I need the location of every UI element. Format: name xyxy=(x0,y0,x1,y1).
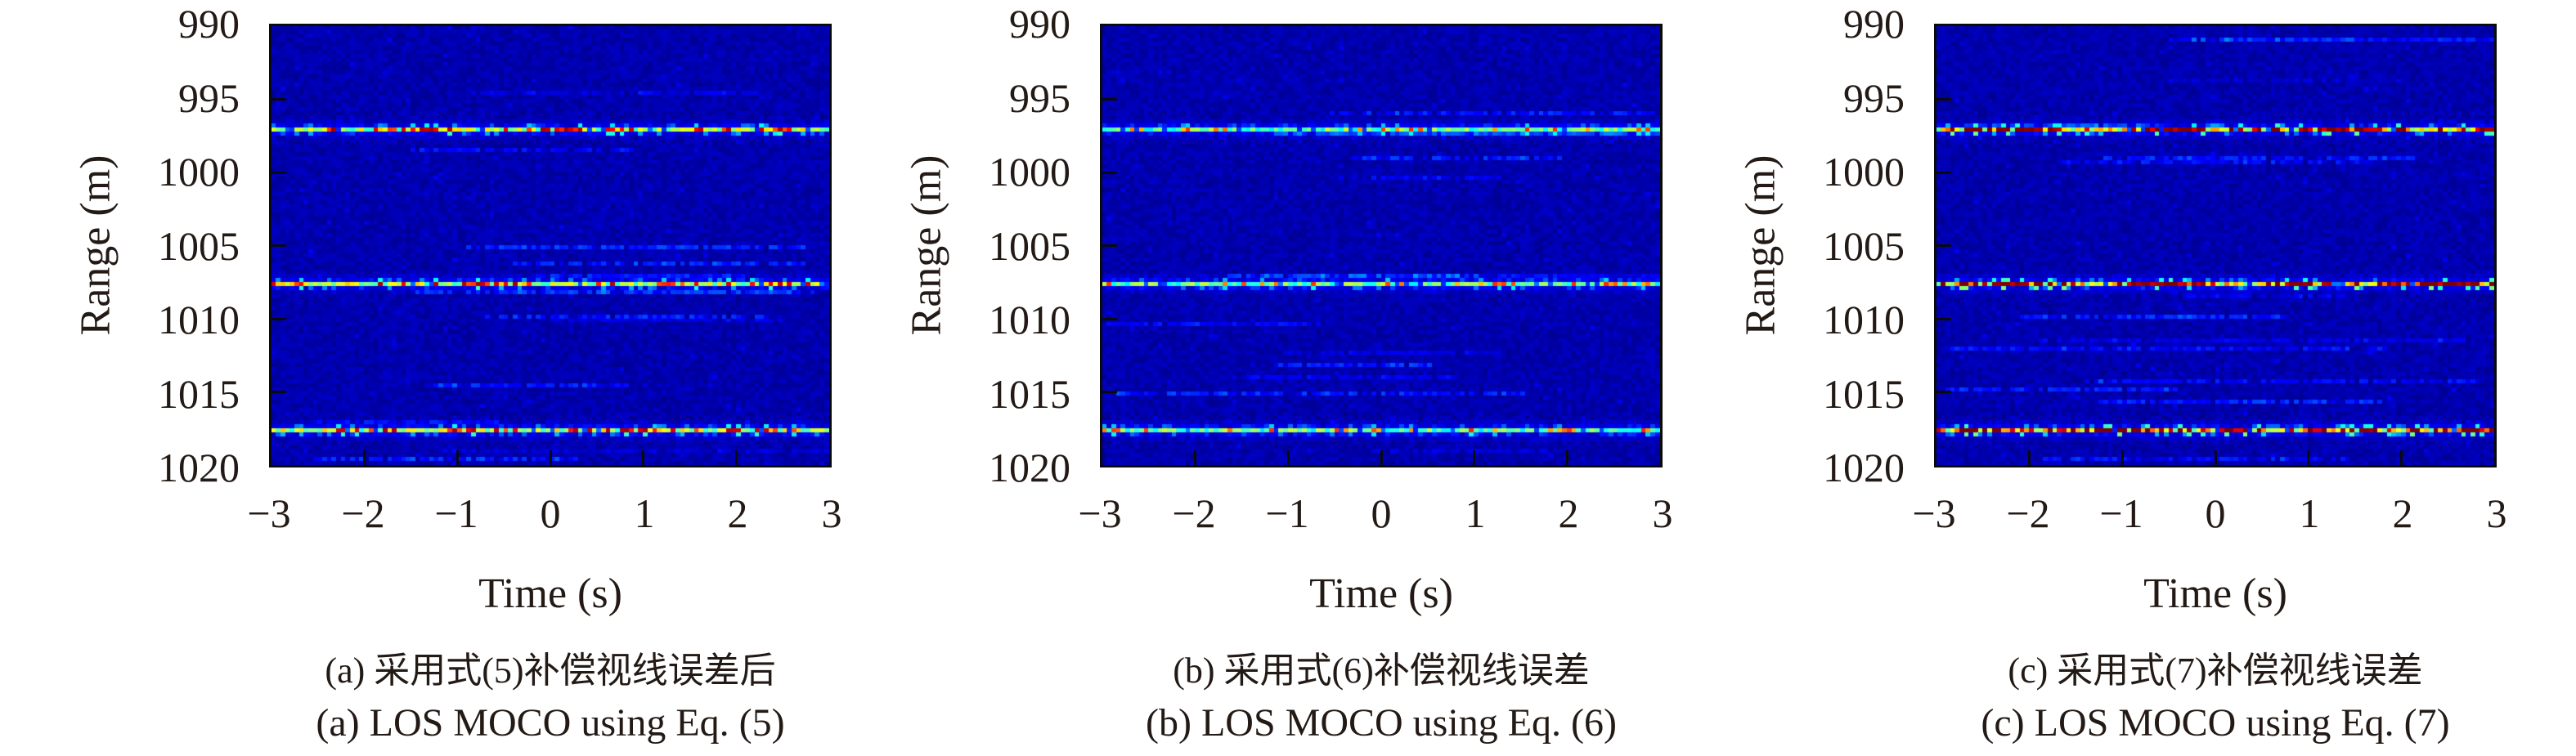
y-tick-label: 1010 xyxy=(989,297,1070,342)
y-tick-label: 1015 xyxy=(158,371,240,417)
x-axis-tickmark xyxy=(2028,450,2031,465)
heatmap-canvas-b xyxy=(1102,26,1660,465)
y-tick-label: 995 xyxy=(1009,75,1070,121)
y-axis-tickmark xyxy=(272,391,286,393)
x-axis-tickmark xyxy=(363,450,366,465)
y-tick-label: 995 xyxy=(1843,75,1905,121)
heatmap-canvas-c xyxy=(1936,26,2494,465)
x-tick-label: −2 xyxy=(341,490,385,536)
x-tick-label: 1 xyxy=(2299,490,2320,536)
y-axis-tickmark xyxy=(1936,317,1951,320)
y-axis-tickmark xyxy=(1102,171,1117,174)
subplot-a: Range (m) 990 995 1000 1005 1010 1015 10… xyxy=(73,0,842,756)
caption-zh-a: (a) 采用式(5)补偿视线误差后 xyxy=(325,651,776,691)
caption-zh-c: (c) 采用式(7)补偿视线误差 xyxy=(2008,651,2423,691)
x-tick-label: 3 xyxy=(2486,490,2507,536)
x-axis-tickmark xyxy=(1286,450,1290,465)
y-tick-label: 1010 xyxy=(1823,297,1905,342)
y-axis-tickmark xyxy=(1936,244,1951,247)
heatmap-canvas-a xyxy=(272,26,829,465)
y-tick-label: 1015 xyxy=(989,371,1070,417)
x-tick-label: 1 xyxy=(1465,490,1486,536)
subplot-c: Range (m) 990 995 1000 1005 1010 1015 10… xyxy=(1738,0,2507,756)
y-tick-label: 1005 xyxy=(989,223,1070,269)
heatmap-plot-b xyxy=(1100,24,1663,467)
y-tick-label: 1020 xyxy=(158,445,240,490)
x-axis-tickmark xyxy=(549,450,552,465)
heatmap-plot-a xyxy=(269,24,832,467)
y-tick-label: 995 xyxy=(178,75,240,121)
x-tick-label: −3 xyxy=(247,490,291,536)
y-axis-tickmark xyxy=(1102,98,1117,101)
x-axis-tickmark xyxy=(2120,450,2124,465)
subplot-b: Range (m) 990 995 1000 1005 1010 1015 10… xyxy=(904,0,1673,756)
y-axis-tickmark xyxy=(1936,171,1951,174)
y-tick-label: 990 xyxy=(178,1,240,47)
y-tick-label: 990 xyxy=(1009,1,1070,47)
x-tick-label: −2 xyxy=(1172,490,1216,536)
x-axis-tickmark xyxy=(1473,450,1476,465)
x-axis-tickmark xyxy=(456,450,459,465)
y-axis-tickmark xyxy=(272,244,286,247)
x-tick-label: −2 xyxy=(2006,490,2050,536)
x-tick-label: 2 xyxy=(1558,490,1579,536)
x-axis-label-b: Time (s) xyxy=(1309,570,1453,617)
y-tick-label: 1000 xyxy=(158,149,240,195)
x-tick-label: −3 xyxy=(1912,490,1956,536)
x-axis-tickmark xyxy=(1194,450,1197,465)
y-axis-tickmark xyxy=(1102,391,1117,393)
y-tick-label: 1005 xyxy=(1823,223,1905,269)
y-tick-label: 1015 xyxy=(1823,371,1905,417)
y-axis-tickmark xyxy=(1936,391,1951,393)
y-tick-label: 990 xyxy=(1843,1,1905,47)
y-axis-tickmark xyxy=(272,171,286,174)
heatmap-plot-c xyxy=(1934,24,2497,467)
x-axis-label-a: Time (s) xyxy=(478,570,622,617)
y-tick-label: 1020 xyxy=(1823,445,1905,490)
x-tick-label: −1 xyxy=(434,490,478,536)
y-tick-label: 1010 xyxy=(158,297,240,342)
x-tick-label: 3 xyxy=(1652,490,1673,536)
x-tick-label: −3 xyxy=(1078,490,1122,536)
y-tick-label: 1000 xyxy=(989,149,1070,195)
x-tick-label: 2 xyxy=(727,490,748,536)
y-axis-tickmark xyxy=(272,98,286,101)
y-tick-label: 1005 xyxy=(158,223,240,269)
caption-en-b: (b) LOS MOCO using Eq. (6) xyxy=(1146,701,1617,745)
x-axis-tickmark xyxy=(1565,450,1568,465)
x-tick-label: 1 xyxy=(634,490,655,536)
x-axis-tickmark xyxy=(2399,450,2403,465)
caption-en-c: (c) LOS MOCO using Eq. (7) xyxy=(1981,701,2450,745)
x-axis-label-c: Time (s) xyxy=(2143,570,2287,617)
x-axis-tickmark xyxy=(2214,450,2217,465)
y-axis-tickmark xyxy=(272,317,286,320)
x-tick-label: 3 xyxy=(821,490,842,536)
y-axis-tickmark xyxy=(1102,244,1117,247)
x-tick-label: 0 xyxy=(1371,490,1392,536)
x-tick-label: −1 xyxy=(1265,490,1309,536)
caption-zh-b: (b) 采用式(6)补偿视线误差 xyxy=(1173,651,1590,691)
y-axis-tickmark xyxy=(1102,317,1117,320)
x-tick-label: −1 xyxy=(2099,490,2143,536)
x-axis-tickmark xyxy=(2307,450,2310,465)
y-tick-label: 1020 xyxy=(989,445,1070,490)
y-tick-label: 1000 xyxy=(1823,149,1905,195)
x-tick-label: 0 xyxy=(2205,490,2226,536)
x-axis-tickmark xyxy=(642,450,645,465)
caption-en-a: (a) LOS MOCO using Eq. (5) xyxy=(316,701,785,745)
x-axis-tickmark xyxy=(734,450,738,465)
x-tick-label: 2 xyxy=(2392,490,2413,536)
x-axis-tickmark xyxy=(1380,450,1383,465)
y-axis-tickmark xyxy=(1936,98,1951,101)
x-tick-label: 0 xyxy=(540,490,561,536)
